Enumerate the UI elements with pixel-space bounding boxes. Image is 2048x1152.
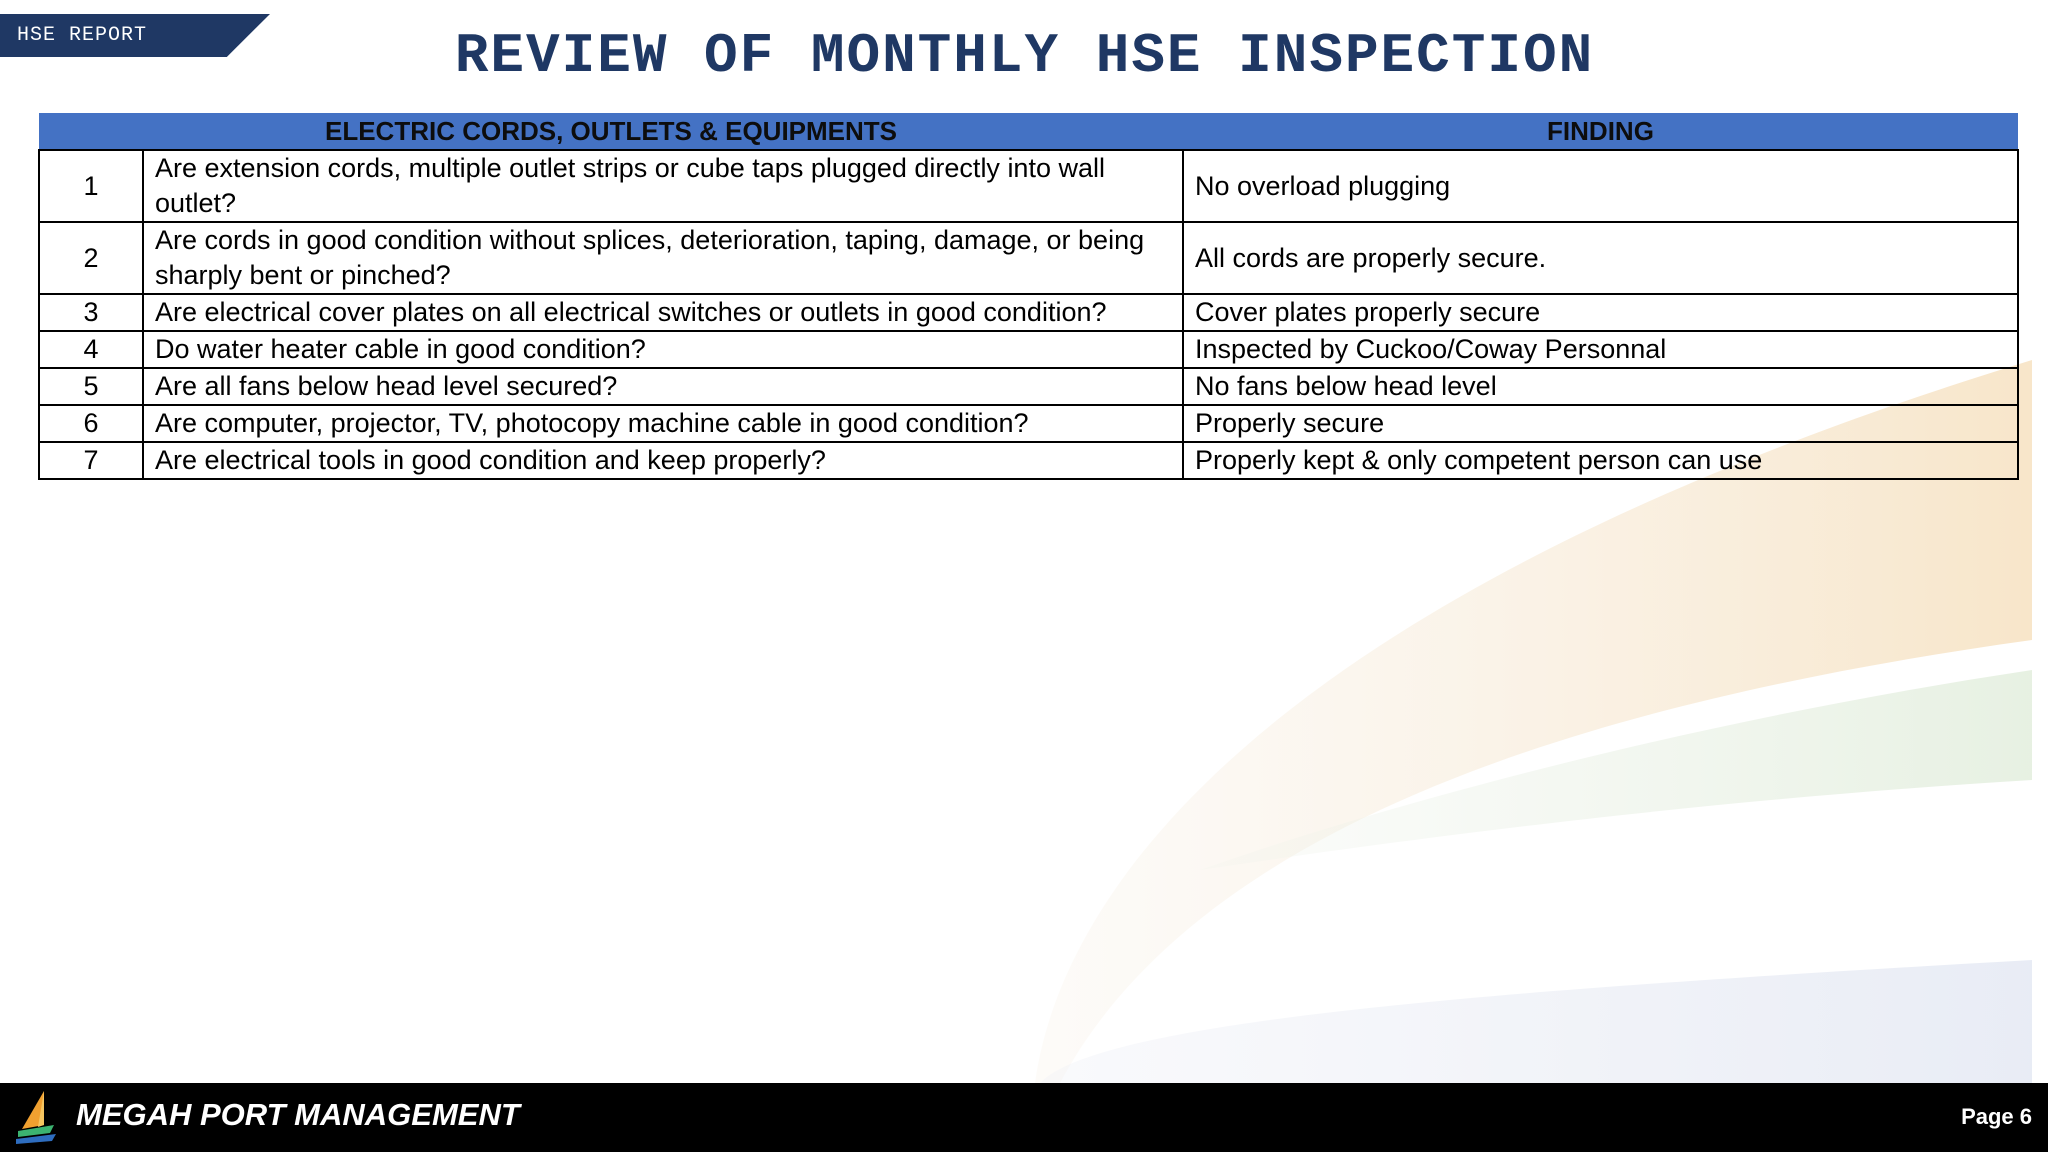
table-row: 5 Are all fans below head level secured?… <box>38 367 2019 406</box>
report-tag: HSE REPORT <box>0 14 270 57</box>
column-header-finding: FINDING <box>1183 113 2018 150</box>
row-question: Are cords in good condition without spli… <box>142 221 1184 295</box>
inspection-table: ELECTRIC CORDS, OUTLETS & EQUIPMENTS FIN… <box>38 113 2019 480</box>
row-number: 4 <box>38 330 144 369</box>
row-number: 3 <box>38 293 144 332</box>
table-row: 1 Are extension cords, multiple outlet s… <box>38 149 2019 223</box>
column-header-item: ELECTRIC CORDS, OUTLETS & EQUIPMENTS <box>39 113 1183 150</box>
table-row: 6 Are computer, projector, TV, photocopy… <box>38 404 2019 443</box>
row-question: Are all fans below head level secured? <box>142 367 1184 406</box>
sail-logo-icon <box>16 1091 56 1144</box>
footer-bar: MEGAH PORT MANAGEMENT Page 6 <box>0 1083 2048 1152</box>
table-row: 2 Are cords in good condition without sp… <box>38 221 2019 295</box>
row-number: 5 <box>38 367 144 406</box>
table-row: 7 Are electrical tools in good condition… <box>38 441 2019 480</box>
row-question: Are electrical cover plates on all elect… <box>142 293 1184 332</box>
row-question: Are computer, projector, TV, photocopy m… <box>142 404 1184 443</box>
row-finding: Properly secure <box>1182 404 2019 443</box>
company-name: MEGAH PORT MANAGEMENT <box>76 1097 520 1132</box>
row-finding: Cover plates properly secure <box>1182 293 2019 332</box>
row-number: 1 <box>38 149 144 223</box>
row-number: 6 <box>38 404 144 443</box>
table-row: 3 Are electrical cover plates on all ele… <box>38 293 2019 332</box>
row-finding: Properly kept & only competent person ca… <box>1182 441 2019 480</box>
table-header-row: ELECTRIC CORDS, OUTLETS & EQUIPMENTS FIN… <box>39 113 2018 150</box>
row-finding: No fans below head level <box>1182 367 2019 406</box>
report-tag-label: HSE REPORT <box>17 24 148 47</box>
row-question: Are extension cords, multiple outlet str… <box>142 149 1184 223</box>
row-number: 2 <box>38 221 144 295</box>
page-number: Page 6 <box>1961 1104 2032 1129</box>
row-finding: No overload plugging <box>1182 149 2019 223</box>
row-question: Do water heater cable in good condition? <box>142 330 1184 369</box>
table-row: 4 Do water heater cable in good conditio… <box>38 330 2019 369</box>
row-finding: All cords are properly secure. <box>1182 221 2019 295</box>
page-title: REVIEW OF MONTHLY HSE INSPECTION <box>0 22 2048 90</box>
page-title-text: REVIEW OF MONTHLY HSE INSPECTION <box>454 24 1595 88</box>
row-number: 7 <box>38 441 144 480</box>
row-question: Are electrical tools in good condition a… <box>142 441 1184 480</box>
row-finding: Inspected by Cuckoo/Coway Personnal <box>1182 330 2019 369</box>
